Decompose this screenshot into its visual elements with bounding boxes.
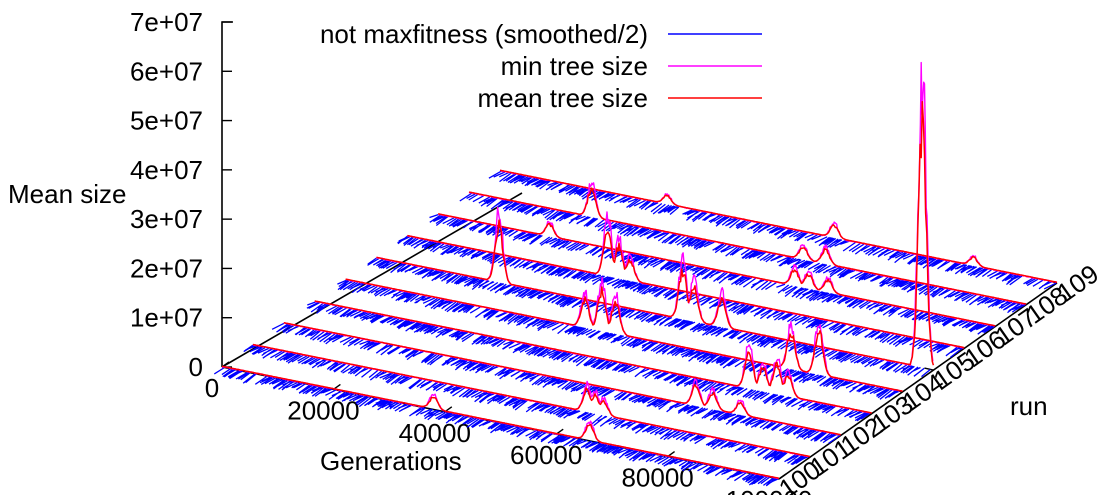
run-series-104 bbox=[337, 276, 903, 400]
series-mean-tree-size-run-108 bbox=[468, 187, 1027, 305]
series-mean-tree-size-run-103 bbox=[314, 300, 872, 414]
run-tick-mark bbox=[924, 367, 934, 371]
series-mean-tree-size-run-105 bbox=[376, 100, 935, 366]
series-not-maxfitness-run-100 bbox=[213, 366, 779, 487]
series-mean-tree-size-run-107 bbox=[438, 213, 996, 327]
z-tick-label: 0 bbox=[189, 352, 203, 382]
run-axis-line bbox=[778, 282, 1058, 480]
z-tick-label: 5e+07 bbox=[130, 106, 203, 136]
series-mean-tree-size-run-102 bbox=[283, 321, 841, 436]
x-tick-label: 20000 bbox=[287, 395, 359, 425]
series-min-tree-size-run-108 bbox=[468, 182, 1026, 305]
run-axis-title: run bbox=[1010, 391, 1048, 421]
z-axis-title: Mean size bbox=[8, 179, 127, 209]
z-tick-label: 7e+07 bbox=[130, 7, 203, 37]
run-series-108 bbox=[459, 182, 1027, 314]
x-tick-label: 100000 bbox=[726, 485, 813, 495]
chart-series bbox=[213, 61, 1058, 487]
series-not-maxfitness-run-102 bbox=[271, 322, 841, 444]
run-series-100 bbox=[213, 365, 780, 487]
series-mean-tree-size-run-101 bbox=[252, 343, 811, 458]
series-mean-tree-size-run-106 bbox=[407, 231, 965, 349]
z-axis-line bbox=[221, 21, 233, 367]
legend-label: min tree size bbox=[501, 51, 648, 81]
x-tick-label: 0 bbox=[205, 373, 219, 403]
series-not-maxfitness-run-103 bbox=[306, 301, 871, 422]
run-series-107 bbox=[429, 213, 996, 335]
run-series-103 bbox=[306, 300, 872, 422]
run-series-102 bbox=[271, 321, 841, 444]
x-axis-title: Generations bbox=[320, 446, 462, 476]
series-not-maxfitness-run-109 bbox=[488, 170, 1057, 290]
series-mean-tree-size-run-104 bbox=[345, 278, 903, 392]
z-tick-label: 2e+07 bbox=[130, 253, 203, 283]
z-tick-label: 3e+07 bbox=[130, 204, 203, 234]
z-tick-label: 4e+07 bbox=[130, 155, 203, 185]
series-mean-tree-size-run-100 bbox=[221, 365, 780, 480]
run-series-105 bbox=[367, 61, 935, 378]
run-series-101 bbox=[243, 343, 811, 466]
legend-label: not maxfitness (smoothed/2) bbox=[320, 19, 648, 49]
run-series-109 bbox=[488, 169, 1058, 290]
series-not-maxfitness-run-108 bbox=[459, 192, 1026, 314]
z-axis-ticks: 0 1e+07 2e+07 3e+07 4e+07 5e+07 6e+07 7e+07 bbox=[130, 7, 232, 382]
legend-label: mean tree size bbox=[477, 83, 648, 113]
series-mean-tree-size-run-109 bbox=[499, 169, 1058, 284]
z-tick-label: 6e+07 bbox=[130, 56, 203, 86]
series-not-maxfitness-run-101 bbox=[243, 344, 809, 466]
x-tick-label: 40000 bbox=[399, 418, 471, 448]
x-tick-mark bbox=[778, 473, 787, 480]
z-tick-label: 1e+07 bbox=[130, 303, 203, 333]
chart-legend: not maxfitness (smoothed/2)min tree size… bbox=[320, 19, 762, 113]
